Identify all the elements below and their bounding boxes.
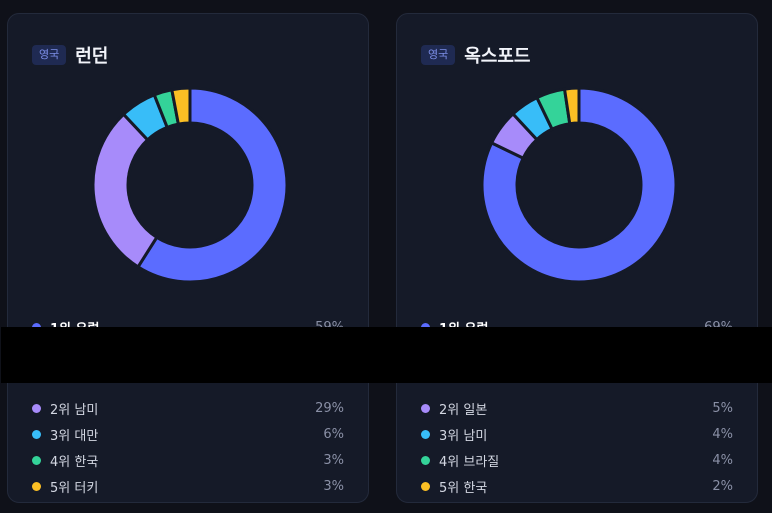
legend-row: 2위 일본 5%: [421, 395, 733, 421]
donut-chart-oxford: [480, 86, 678, 284]
legend-row: 3위 남미 4%: [421, 421, 733, 447]
legend-row: 4위 한국 3%: [32, 447, 344, 473]
legend-dot: [32, 481, 41, 491]
legend-value: 29%: [315, 400, 344, 416]
legend-value: 4%: [712, 452, 733, 468]
donut-chart-london: [91, 86, 289, 284]
legend-label: 4위 한국: [50, 454, 99, 470]
donut-slice: [562, 86, 581, 126]
legend-row: 3위 대만 6%: [32, 421, 344, 447]
country-badge: 영국: [32, 45, 67, 65]
legend-value: 4%: [712, 426, 733, 442]
legend-label: 2위 일본: [439, 402, 488, 418]
legend-dot: [421, 403, 430, 413]
legend-label: 2위 남미: [50, 402, 99, 418]
legend-value: 5%: [712, 400, 733, 416]
donut-slice: [480, 86, 678, 284]
redaction-bar: [1, 327, 772, 383]
legend-value: 2%: [712, 478, 733, 494]
legend-dot: [421, 429, 430, 439]
legend-label: 5위 한국: [439, 480, 488, 496]
legend-dot: [32, 429, 41, 439]
city-title: 옥스포드: [464, 46, 531, 67]
legend-value: 6%: [323, 426, 344, 442]
legend-row: 4위 브라질 4%: [421, 447, 733, 473]
city-card-oxford: 영국 옥스포드 1위 유럽 69% 2위 일본 5% 3위 남미 4% 4위 브…: [396, 13, 758, 503]
donut-slice: [170, 86, 192, 126]
legend-label: 5위 터키: [50, 480, 99, 496]
legend-value: 3%: [323, 478, 344, 494]
legend-label: 3위 남미: [439, 428, 488, 444]
card-header: 영국 런던: [32, 42, 108, 68]
city-title: 런던: [75, 46, 109, 67]
legend-row: 5위 터키 3%: [32, 473, 344, 499]
card-header: 영국 옥스포드: [421, 42, 531, 68]
legend-dot: [421, 481, 430, 491]
legend-label: 4위 브라질: [439, 454, 500, 470]
city-card-london: 영국 런던 1위 유럽 59% 2위 남미 29% 3위 대만 6% 4위 한국…: [7, 13, 369, 503]
legend-dot: [32, 455, 41, 465]
legend-row: 5위 한국 2%: [421, 473, 733, 499]
legend-dot: [32, 403, 41, 413]
legend-dot: [421, 455, 430, 465]
legend-value: 3%: [323, 452, 344, 468]
country-badge: 영국: [421, 45, 456, 65]
legend-row: 2위 남미 29%: [32, 395, 344, 421]
donut-slice: [135, 86, 289, 284]
legend-label: 3위 대만: [50, 428, 99, 444]
